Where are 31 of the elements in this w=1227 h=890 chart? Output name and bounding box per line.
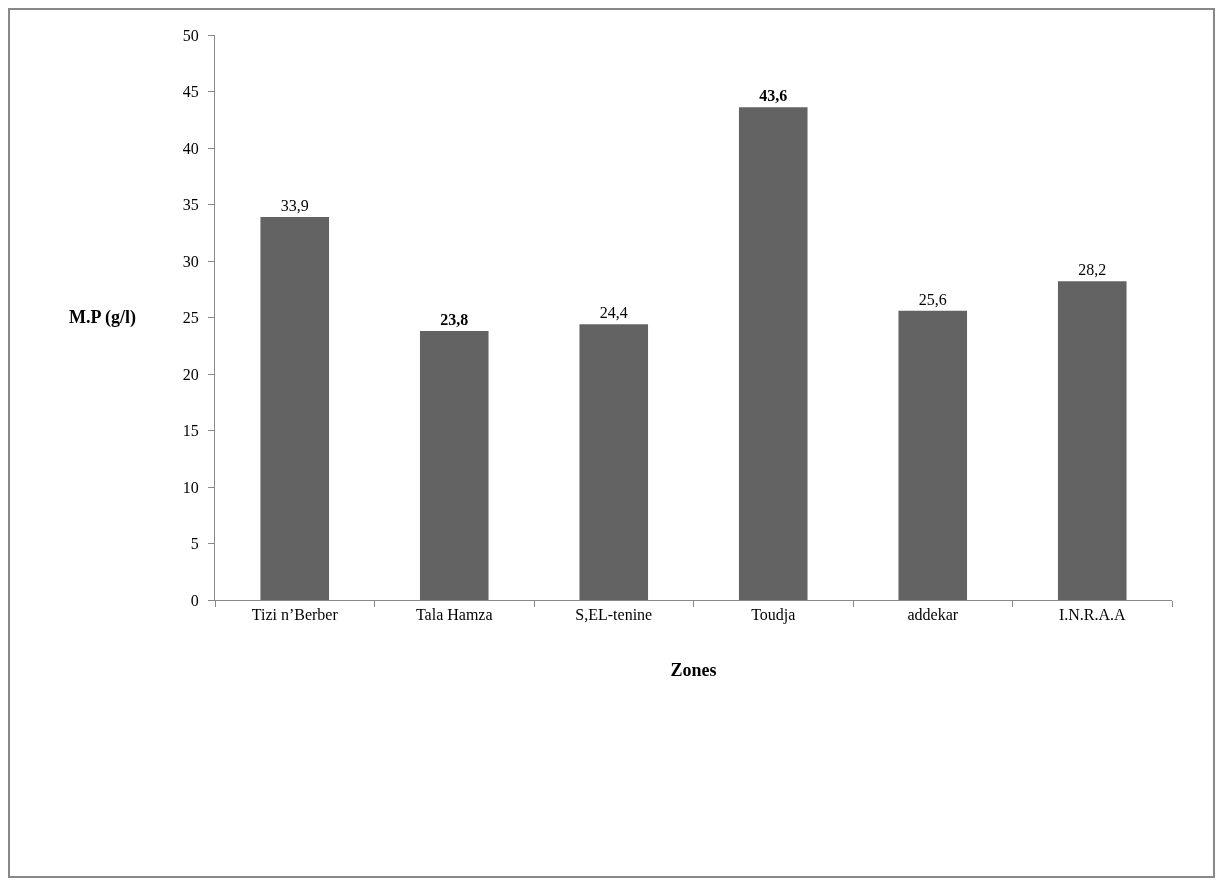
y-tick-label: 20 — [182, 365, 199, 383]
x-tick-label: Tala Hamza — [415, 606, 493, 624]
bar — [260, 216, 330, 600]
y-axis-title: M.P (g/l) — [69, 307, 136, 328]
y-tick-label: 5 — [190, 535, 199, 553]
x-tick-label: S,EL-tenine — [575, 606, 653, 624]
y-tick-label: 35 — [182, 196, 199, 214]
y-tick-label: 30 — [182, 252, 199, 270]
y-tick-label: 50 — [182, 26, 199, 44]
x-tick-label: addekar — [907, 606, 959, 624]
x-tick-label: I.N.R.A.A — [1058, 606, 1127, 624]
y-tick-label: 40 — [182, 139, 199, 157]
data-label: 28,2 — [1078, 261, 1107, 279]
data-label: 24,4 — [599, 304, 628, 322]
data-label: 23,8 — [440, 311, 469, 329]
bar — [1057, 281, 1127, 600]
x-tick-label: Toudja — [751, 606, 796, 625]
bar — [738, 107, 808, 600]
y-tick-label: 45 — [182, 83, 199, 101]
x-axis-title: Zones — [670, 660, 717, 681]
data-label: 25,6 — [918, 290, 947, 308]
y-tick-label: 15 — [182, 422, 199, 440]
data-label: 33,9 — [280, 196, 309, 214]
x-tick-label: Tizi n’Berber — [251, 606, 339, 624]
data-label: 43,6 — [759, 87, 788, 105]
bar — [579, 324, 649, 600]
bar — [419, 331, 489, 600]
y-tick-label: 25 — [182, 309, 199, 327]
bar — [898, 310, 968, 600]
y-tick-label: 0 — [190, 591, 199, 609]
y-tick-label: 10 — [182, 478, 199, 496]
